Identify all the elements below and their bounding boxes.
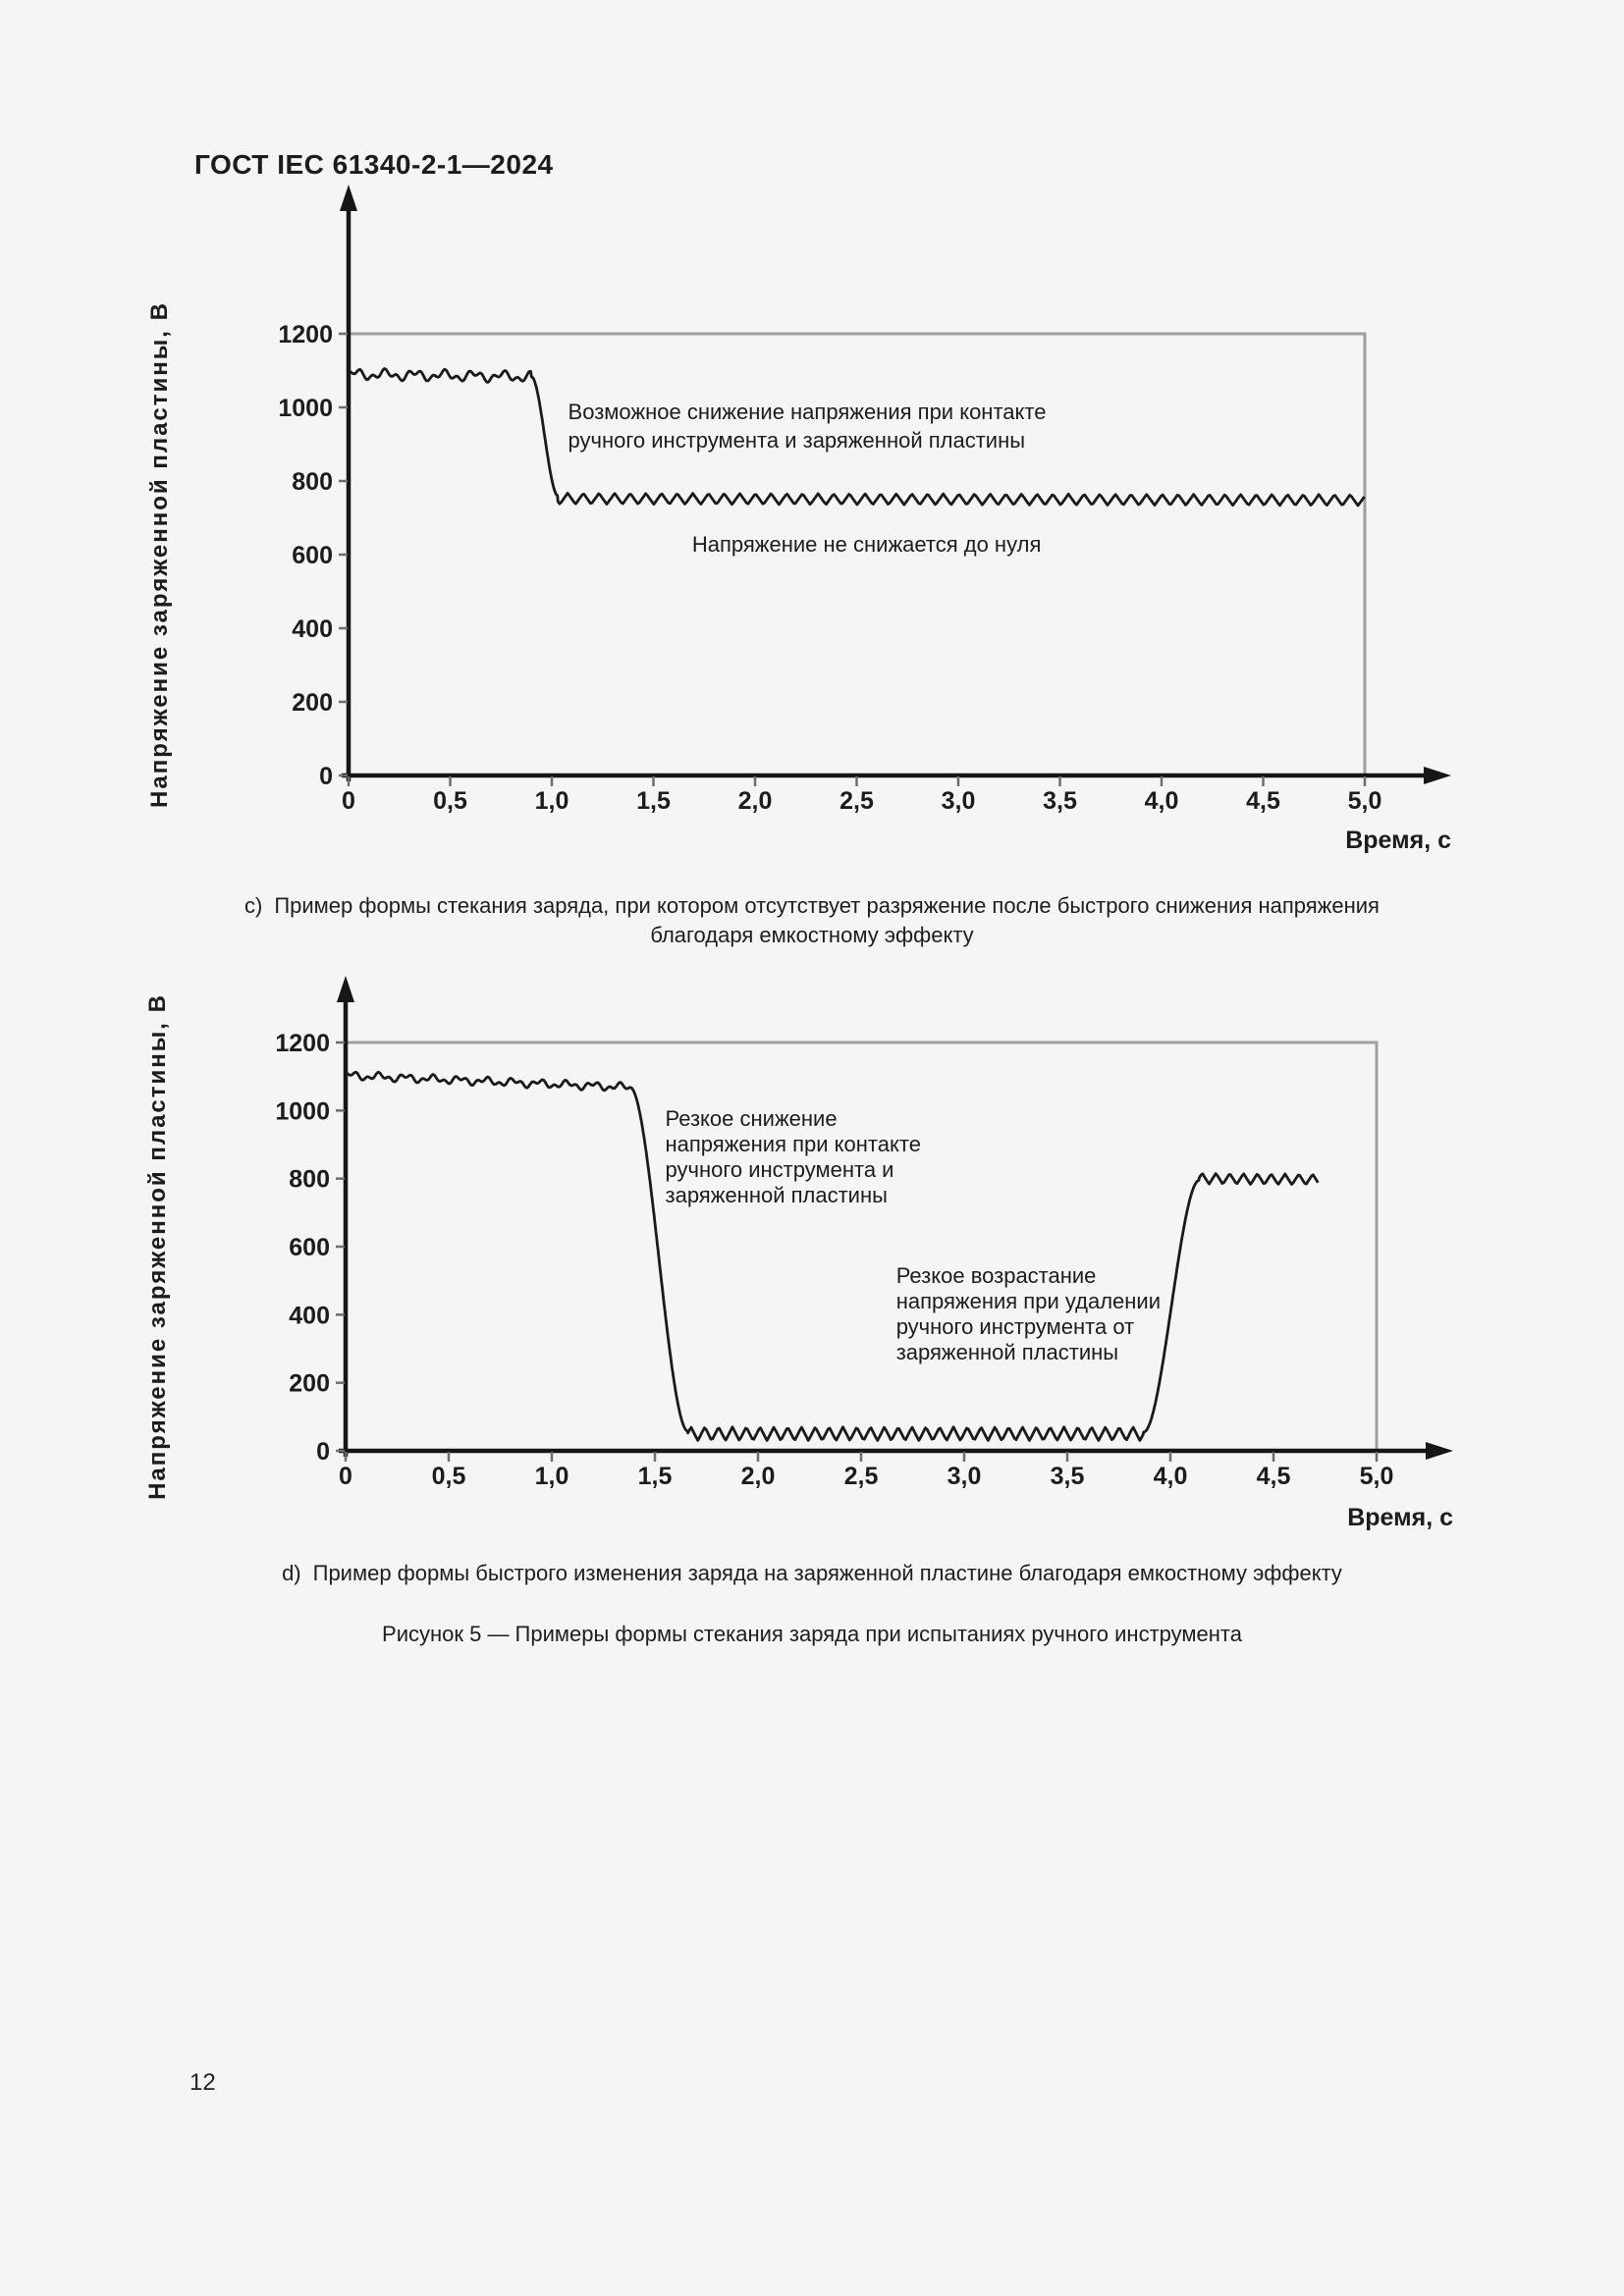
x-tick-label: 2,5 — [839, 787, 874, 815]
chart-frame — [349, 332, 1367, 775]
chart-annotation-line: Резкое возрастание — [896, 1263, 1097, 1288]
x-tick-label: 1,5 — [638, 1463, 673, 1490]
chart-annotation-line: напряжения при контакте — [666, 1132, 921, 1156]
y-tick-label: 0 — [316, 1438, 330, 1466]
caption-c-prefix: c) — [244, 893, 263, 918]
x-axis-arrow-icon — [1426, 1442, 1453, 1460]
chart-voltage-decay-c: 0 200 400 600 800 1000 1200 0 0,5 1,0 1,5 2,0 2,5 3,0… — [146, 185, 1451, 854]
x-tick-label: 0,5 — [433, 787, 467, 815]
y-tick-label: 600 — [289, 1234, 330, 1261]
chart-annotation-line: Возможное снижение напряжения при контак… — [568, 400, 1047, 424]
chart-annotation-line: Резкое снижение — [666, 1106, 838, 1131]
caption-c-line2: благодаря емкостному эффекту — [650, 923, 974, 947]
x-tick-label: 4,0 — [1145, 787, 1179, 815]
chart-annotation-line: напряжения при удалении — [896, 1289, 1161, 1313]
document-code: ГОСТ IEC 61340-2-1—2024 — [194, 149, 554, 180]
x-axis-title: Время, с — [1345, 827, 1451, 854]
chart-annotation-line: Напряжение не снижается до нуля — [692, 532, 1042, 557]
y-axis-arrow-icon — [340, 185, 357, 211]
voltage-curve — [348, 367, 1366, 507]
x-tick-label: 0 — [339, 1463, 352, 1490]
chart-annotation-line: ручного инструмента и — [666, 1157, 894, 1182]
x-axis-title: Время, с — [1347, 1504, 1453, 1531]
x-tick-label: 5,0 — [1360, 1463, 1394, 1490]
x-tick-label: 3,5 — [1043, 787, 1077, 815]
figure-caption: Рисунок 5 — Примеры формы стекания заряд… — [382, 1622, 1242, 1646]
chart-annotation-line: ручного инструмента и заряженной пластин… — [568, 428, 1026, 453]
x-tick-label: 3,0 — [942, 787, 976, 815]
x-axis-arrow-icon — [1424, 767, 1451, 784]
caption-d-line1: Пример формы быстрого изменения заряда н… — [312, 1561, 1342, 1585]
y-tick-label: 800 — [292, 468, 333, 496]
x-tick-label: 4,5 — [1246, 787, 1280, 815]
chart-voltage-change-d: 0 200 400 600 800 1000 1200 0 0,5 1,0 1,5 2,0 2,5 3,0… — [144, 976, 1453, 1531]
x-tick-label: 0,5 — [432, 1463, 466, 1490]
y-tick-label: 1200 — [278, 321, 333, 348]
y-tick-label: 400 — [292, 615, 333, 643]
x-tick-label: 4,0 — [1154, 1463, 1188, 1490]
x-tick-label: 2,5 — [844, 1463, 879, 1490]
y-axis-title: Напряжение заряженной пластины, В — [146, 301, 173, 808]
y-tick-label: 1000 — [278, 395, 333, 422]
caption-d: d) Пример формы быстрого изменения заряда… — [128, 1559, 1496, 1588]
y-tick-label: 200 — [289, 1370, 330, 1398]
x-tick-label: 1,5 — [636, 787, 671, 815]
chart-annotation-line: ручного инструмента от — [896, 1314, 1134, 1339]
x-tick-label: 3,0 — [947, 1463, 982, 1490]
caption-c-line1: Пример формы стекания заряда, при которо… — [274, 893, 1380, 918]
y-tick-label: 400 — [289, 1302, 330, 1329]
y-axis-title: Напряжение заряженной пластины, В — [144, 993, 171, 1500]
x-tick-label: 2,0 — [741, 1463, 776, 1490]
x-tick-label: 1,0 — [535, 787, 569, 815]
x-tick-label: 4,5 — [1257, 1463, 1291, 1490]
x-tick-label: 5,0 — [1348, 787, 1382, 815]
x-tick-label: 1,0 — [535, 1463, 569, 1490]
y-tick-label: 600 — [292, 542, 333, 569]
y-tick-label: 200 — [292, 689, 333, 717]
y-tick-label: 800 — [289, 1166, 330, 1194]
y-tick-label: 1200 — [275, 1030, 330, 1057]
voltage-curve — [345, 1070, 1320, 1442]
chart-frame — [346, 1041, 1379, 1451]
x-tick-label: 2,0 — [738, 787, 773, 815]
chart-annotation-line: заряженной пластины — [666, 1183, 888, 1207]
page-number: 12 — [189, 2069, 216, 2096]
x-tick-label: 3,5 — [1051, 1463, 1085, 1490]
y-tick-label: 0 — [319, 763, 333, 790]
x-tick-label: 0 — [342, 787, 355, 815]
y-axis-arrow-icon — [337, 976, 354, 1002]
caption-c: c) Пример формы стекания заряда, при кото… — [128, 891, 1496, 950]
chart-annotation-line: заряженной пластины — [896, 1340, 1118, 1364]
y-tick-label: 1000 — [275, 1097, 330, 1125]
caption-d-prefix: d) — [282, 1561, 301, 1585]
